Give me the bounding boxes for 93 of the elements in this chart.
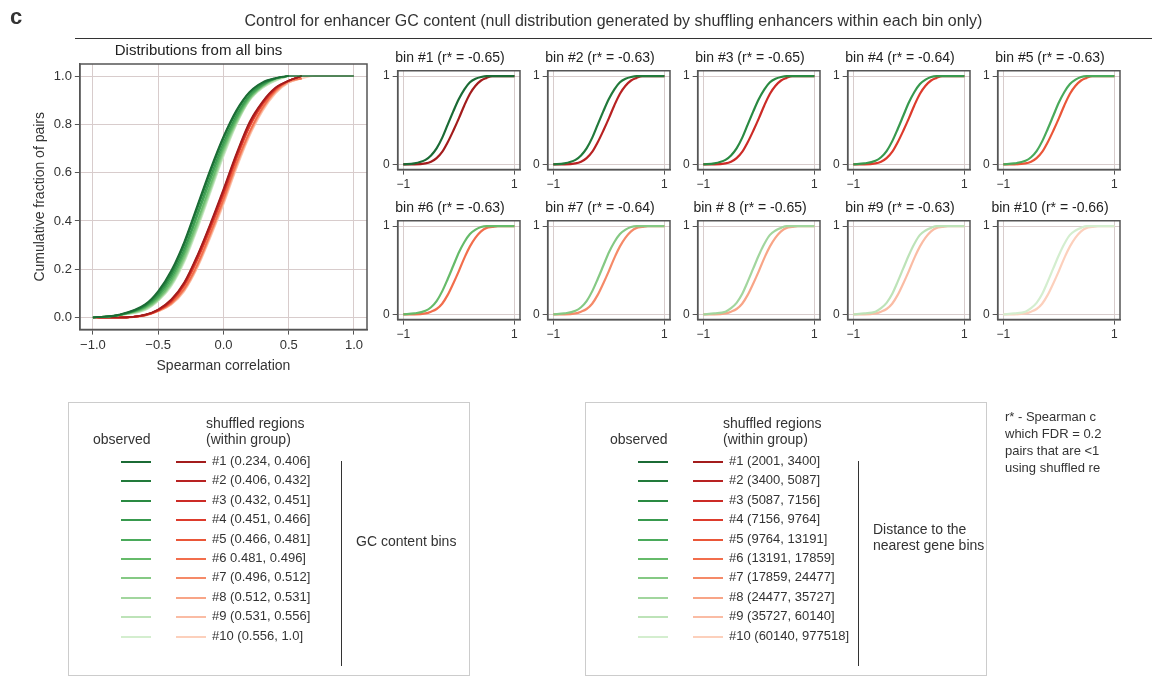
y-tick-label: 0.0 — [53, 309, 72, 325]
legend-label: #2 (0.406, 0.432] — [212, 472, 311, 488]
y-tick-label: 1 — [982, 68, 990, 83]
text: GC content bins — [356, 533, 458, 549]
y-tick-label: 0.4 — [53, 212, 72, 228]
x-tick-label: 1 — [661, 327, 669, 342]
y-tick-label: 0 — [382, 306, 390, 321]
x-tick-label: −1 — [996, 327, 1011, 342]
text: c — [10, 4, 23, 30]
legend-label: #7 (0.496, 0.512] — [212, 569, 311, 585]
y-tick-label: 0 — [382, 156, 390, 171]
text: #7 (17859, 24477] — [729, 569, 835, 585]
x-tick-label: −1 — [396, 327, 411, 342]
chart-title: bin #5 (r* = -0.63) — [995, 49, 1105, 66]
legend-label: #8 (0.512, 0.531] — [212, 588, 311, 604]
chart-title: bin #3 (r* = -0.65) — [695, 49, 805, 66]
text: #1 (2001, 3400] — [729, 453, 821, 468]
legend-label: #9 (0.531, 0.556] — [212, 608, 311, 624]
y-axis-title: Cumulative fraction of pairs — [31, 111, 48, 282]
chart-title: bin #2 (r* = -0.63) — [545, 49, 655, 66]
x-tick-label: −1 — [846, 177, 861, 192]
y-tick-label: 1 — [532, 218, 540, 233]
x-tick-label: 0.0 — [214, 336, 233, 352]
y-tick-label: 1 — [382, 68, 390, 83]
y-tick-label: 0 — [982, 306, 990, 321]
x-tick-label: −1.0 — [80, 336, 106, 352]
x-tick-label: −1 — [696, 177, 711, 192]
x-tick-label: 1 — [661, 177, 669, 192]
x-tick-label: 1 — [961, 327, 969, 342]
chart-title: bin #9 (r* = -0.63) — [845, 199, 955, 216]
y-tick-label: 1 — [682, 68, 690, 83]
text: #8 (24477, 35727] — [729, 588, 835, 604]
text: Distance to the nearest gene bins — [873, 521, 985, 553]
text: #5 (9764, 13191] — [729, 530, 828, 546]
text: #4 (7156, 9764] — [729, 511, 821, 527]
y-tick-label: 0 — [832, 156, 840, 171]
x-tick-label: −1 — [996, 177, 1011, 192]
x-tick-label: 0.5 — [279, 336, 298, 352]
y-tick-label: 1 — [982, 218, 990, 233]
y-tick-label: 0 — [682, 156, 690, 171]
chart-title: bin #10 (r* = -0.66) — [991, 199, 1109, 216]
chart-title: bin #7 (r* = -0.64) — [545, 199, 655, 216]
x-tick-label: −0.5 — [145, 336, 172, 352]
text: Control for enhancer GC content (null distribution generated by shuffling enhancers within each bin only) — [243, 12, 984, 30]
x-tick-label: 1 — [811, 177, 819, 192]
y-tick-label: 1 — [382, 218, 390, 233]
x-tick-label: −1 — [546, 327, 561, 342]
y-tick-label: 1 — [832, 218, 840, 233]
x-tick-label: 1.0 — [344, 336, 363, 352]
y-tick-label: 0 — [532, 306, 540, 321]
text: #3 (5087, 7156] — [729, 491, 821, 507]
chart-title: bin #6 (r* = -0.63) — [395, 199, 505, 216]
legend-label: #1 (0.234, 0.406] — [212, 453, 311, 468]
chart-title: Distributions from all bins — [114, 41, 283, 59]
x-tick-label: −1 — [696, 327, 711, 342]
x-tick-label: 1 — [1111, 327, 1119, 342]
legend-label: #4 (0.451, 0.466] — [212, 511, 311, 527]
y-tick-label: 0 — [832, 306, 840, 321]
legend-label: #10 (0.556, 1.0] — [212, 627, 304, 643]
legend-title: shuffled regions (within group) — [206, 415, 306, 447]
text: #2 (3400, 5087] — [729, 472, 821, 488]
chart-title: bin #4 (r* = -0.64) — [845, 49, 955, 66]
y-tick-label: 0 — [532, 156, 540, 171]
y-tick-label: 1 — [682, 218, 690, 233]
y-tick-label: 0.2 — [53, 260, 72, 276]
legend-label: #3 (0.432, 0.451] — [212, 491, 311, 507]
x-tick-label: −1 — [546, 177, 561, 192]
y-tick-label: 0.8 — [53, 115, 72, 131]
x-axis-title: Spearman correlation — [156, 357, 291, 374]
x-tick-label: 1 — [511, 177, 519, 192]
text: observed — [610, 431, 668, 447]
chart-title: bin # 8 (r* = -0.65) — [693, 199, 807, 216]
chart-title: bin #1 (r* = -0.65) — [395, 49, 505, 66]
x-tick-label: 1 — [511, 327, 519, 342]
y-tick-label: 1 — [832, 68, 840, 83]
legend-label: #6 0.481, 0.496] — [212, 550, 306, 565]
y-tick-label: 0.6 — [53, 164, 72, 180]
y-tick-label: 1 — [532, 68, 540, 83]
x-tick-label: 1 — [811, 327, 819, 342]
text: shuffled regions (within group) — [723, 415, 823, 447]
y-tick-label: 0 — [682, 306, 690, 321]
text: #9 (35727, 60140] — [729, 608, 835, 624]
text: #6 (13191, 17859] — [729, 550, 835, 565]
x-tick-label: 1 — [1111, 177, 1119, 192]
legend-label: #5 (0.466, 0.481] — [212, 530, 311, 546]
y-tick-label: 1.0 — [53, 67, 72, 83]
text: #10 (60140, 977518] — [729, 627, 849, 643]
text: observed — [93, 431, 151, 447]
y-tick-label: 0 — [982, 156, 990, 171]
x-tick-label: 1 — [961, 177, 969, 192]
text: r* - Spearman c which FDR = 0.2 pairs that are <1 using shuffled re — [1005, 408, 1102, 476]
x-tick-label: −1 — [846, 327, 861, 342]
x-tick-label: −1 — [396, 177, 411, 192]
